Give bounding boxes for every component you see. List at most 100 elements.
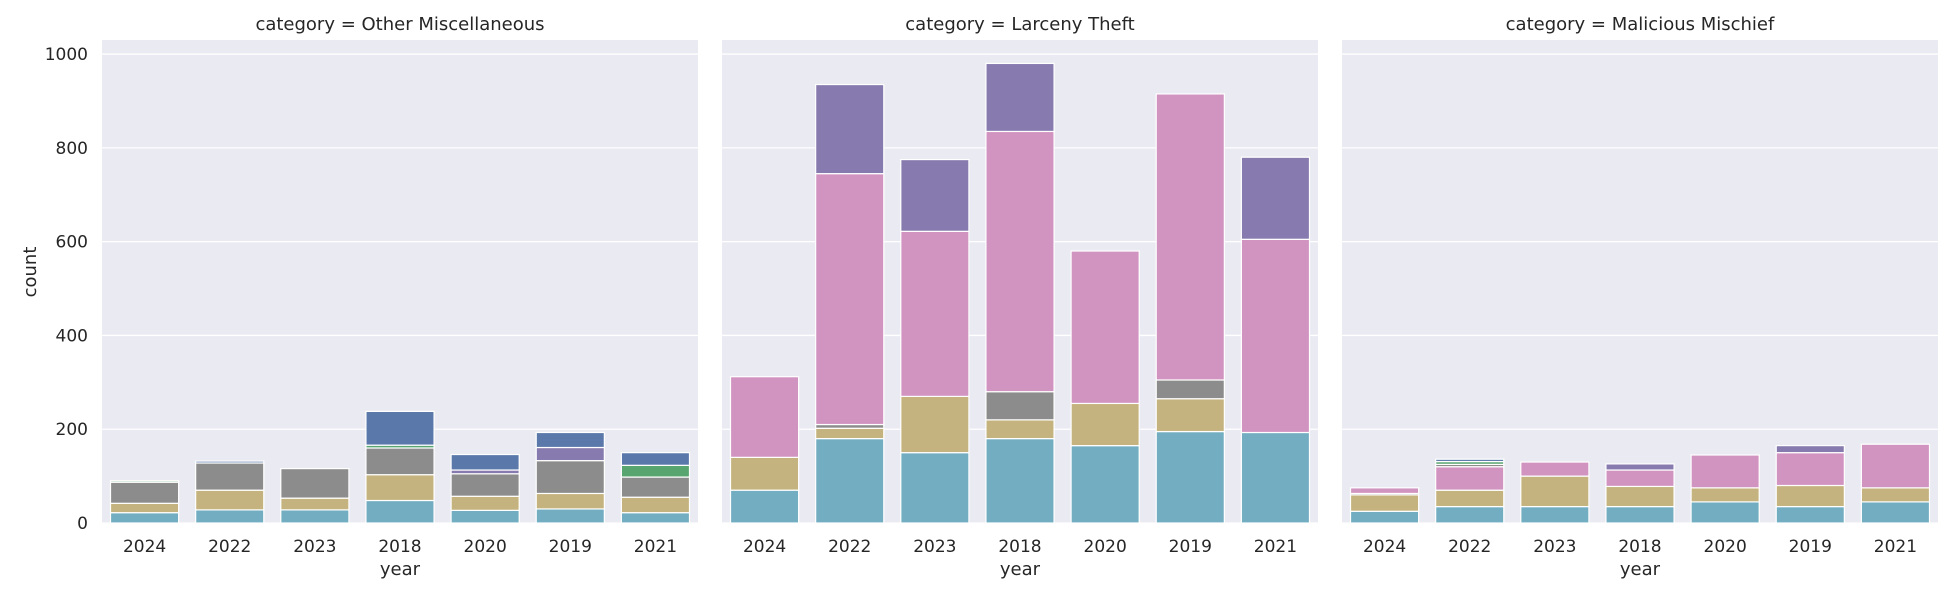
plot-background xyxy=(1342,40,1938,523)
bar-segment xyxy=(109,480,180,483)
bar-segment xyxy=(1349,494,1420,512)
bar-segment xyxy=(985,130,1055,393)
bar-segment xyxy=(1605,505,1675,524)
bar-stack xyxy=(729,376,800,524)
y-axis-label: count xyxy=(20,247,41,298)
x-tick-label: 2019 xyxy=(549,537,592,557)
bar-segment xyxy=(1775,452,1845,487)
bar-segment xyxy=(1155,430,1225,524)
bar-segment xyxy=(1070,250,1140,405)
bar-segment xyxy=(985,391,1055,421)
x-tick-label: 2018 xyxy=(1618,537,1661,557)
bar-segment xyxy=(620,464,691,478)
bar-segment xyxy=(1155,93,1225,381)
bar-segment xyxy=(1070,402,1140,447)
panel-title: category = Other Miscellaneous xyxy=(255,14,544,35)
x-tick-label: 2020 xyxy=(1084,537,1127,557)
bar-segment xyxy=(1520,505,1590,524)
bar-stack xyxy=(195,460,265,524)
bar-segment xyxy=(900,452,970,524)
x-tick-label: 2023 xyxy=(1533,537,1576,557)
bar-segment xyxy=(815,173,885,426)
bar-segment xyxy=(365,447,435,476)
bar-segment xyxy=(1435,489,1505,508)
bar-segment xyxy=(535,446,605,462)
x-tick-label: 2020 xyxy=(464,537,507,557)
bar-stack xyxy=(1605,463,1675,524)
bar-segment xyxy=(900,230,970,397)
bar-segment xyxy=(985,419,1055,440)
bar-segment xyxy=(1775,484,1845,508)
bar-stack xyxy=(1349,487,1420,524)
bar-segment xyxy=(195,509,265,524)
bar-segment xyxy=(280,468,350,499)
bar-segment xyxy=(1070,445,1140,524)
bar-stack xyxy=(1860,443,1931,524)
bar-stack xyxy=(1435,458,1505,524)
bar-segment xyxy=(1775,505,1845,524)
x-tick-label: 2024 xyxy=(123,537,166,557)
bar-segment xyxy=(815,83,885,175)
bar-stack xyxy=(1520,461,1590,524)
bar-segment xyxy=(620,512,691,524)
bar-segment xyxy=(1155,379,1225,400)
bar-segment xyxy=(109,512,180,524)
panel-title: category = Larceny Theft xyxy=(905,14,1134,35)
bar-segment xyxy=(1155,398,1225,433)
bar-segment xyxy=(1860,487,1931,503)
bar-segment xyxy=(365,410,435,446)
bar-stack xyxy=(900,158,970,524)
bar-segment xyxy=(1860,501,1931,524)
y-tick-label: 200 xyxy=(56,420,88,440)
bar-stack xyxy=(1775,445,1845,524)
bar-segment xyxy=(900,395,970,454)
bar-segment xyxy=(1240,238,1311,434)
x-tick-label: 2022 xyxy=(828,537,871,557)
x-tick-label: 2023 xyxy=(913,537,956,557)
bar-segment xyxy=(109,481,180,504)
bar-segment xyxy=(1690,487,1760,503)
x-tick-label: 2021 xyxy=(634,537,677,557)
x-tick-label: 2021 xyxy=(1874,537,1917,557)
x-tick-label: 2018 xyxy=(998,537,1041,557)
x-tick-label: 2019 xyxy=(1169,537,1212,557)
bar-stack xyxy=(815,83,885,524)
bar-segment xyxy=(1435,466,1505,491)
bar-segment xyxy=(535,492,605,510)
bar-segment xyxy=(1435,458,1505,463)
bar-segment xyxy=(365,474,435,502)
facet-panel: category = Other Miscellaneous 2024 2022 20… xyxy=(45,14,698,580)
bar-segment xyxy=(1240,156,1311,240)
bar-segment xyxy=(985,62,1055,133)
bar-segment xyxy=(1349,487,1420,495)
bar-segment xyxy=(280,509,350,524)
bar-stack xyxy=(1155,93,1225,524)
x-tick-label: 2019 xyxy=(1789,537,1832,557)
x-tick-label: 2021 xyxy=(1254,537,1297,557)
y-tick-label: 0 xyxy=(77,514,88,534)
bar-segment xyxy=(815,437,885,524)
bar-segment xyxy=(1690,501,1760,524)
x-tick-label: 2022 xyxy=(208,537,251,557)
bar-stack xyxy=(280,468,350,524)
bar-segment xyxy=(535,508,605,524)
bar-segment xyxy=(1775,445,1845,454)
y-tick-label: 600 xyxy=(56,233,88,253)
bar-segment xyxy=(1240,431,1311,524)
bar-segment xyxy=(1520,461,1590,477)
chart-panels: category = Other Miscellaneous 2024 2022 20… xyxy=(45,14,1938,580)
bar-segment xyxy=(535,431,605,449)
bar-segment xyxy=(195,460,265,464)
x-axis-label: year xyxy=(380,559,421,580)
bar-segment xyxy=(280,497,350,511)
bar-segment xyxy=(1605,485,1675,508)
x-tick-label: 2023 xyxy=(293,537,336,557)
x-axis-label: year xyxy=(1000,559,1041,580)
bar-stack xyxy=(985,62,1055,524)
x-tick-label: 2020 xyxy=(1704,537,1747,557)
bar-segment xyxy=(195,489,265,511)
bar-segment xyxy=(1349,510,1420,524)
bar-segment xyxy=(1520,475,1590,508)
facet-panel: category = Malicious Mischief 2024 2022 202… xyxy=(1342,14,1938,580)
